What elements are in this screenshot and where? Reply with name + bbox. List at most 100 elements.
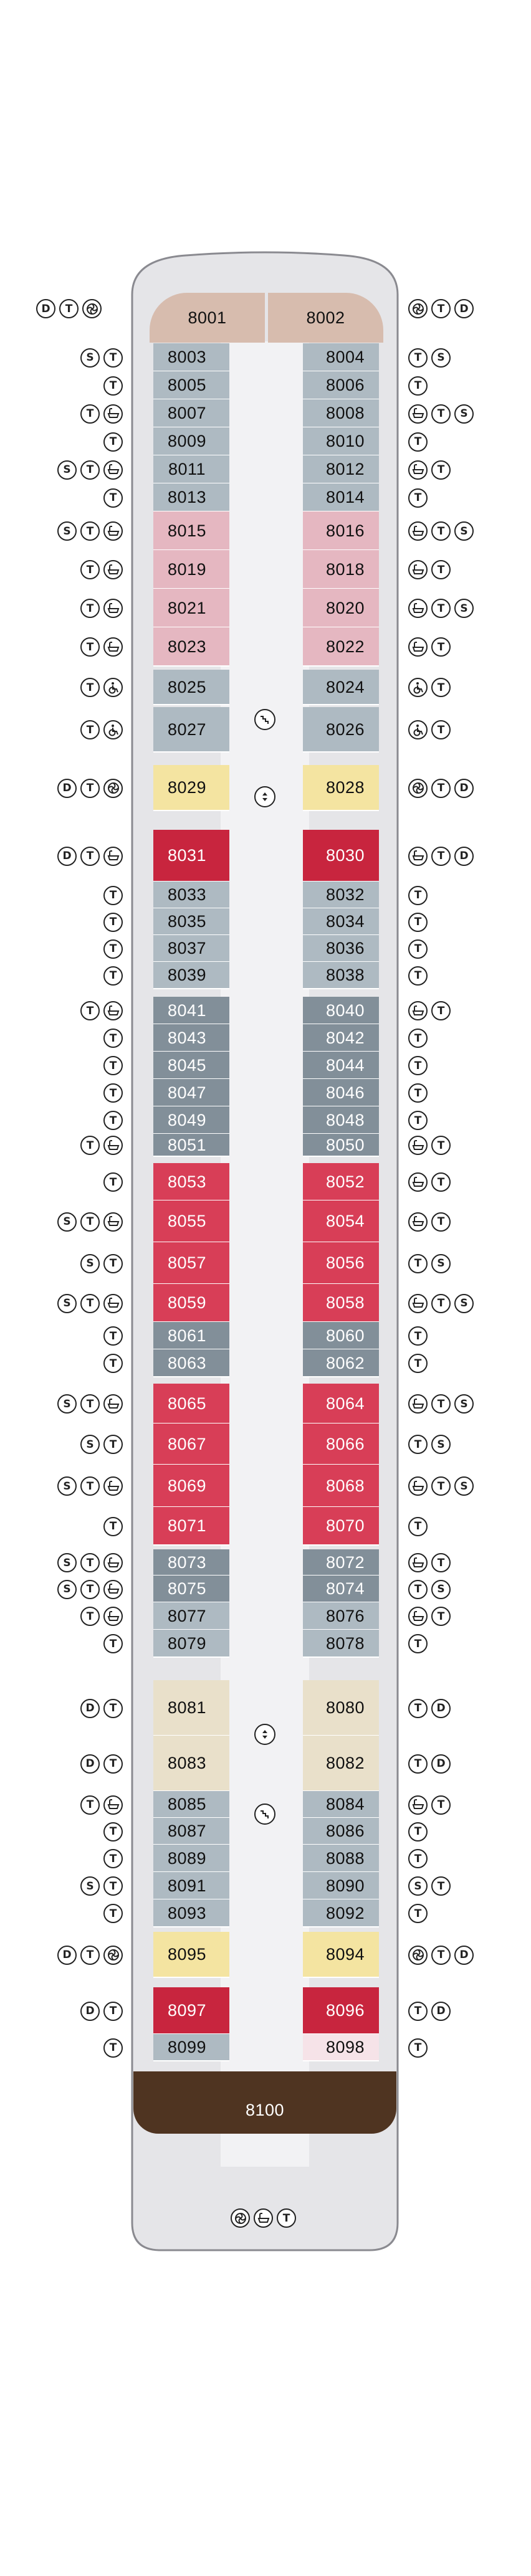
cabin-8074[interactable]: 8074 — [303, 1576, 379, 1602]
cabin-8089[interactable]: 8089 — [153, 1845, 229, 1872]
cabin-8055[interactable]: 8055 — [153, 1200, 229, 1242]
cabin-8012[interactable]: 8012 — [303, 455, 379, 483]
cabin-8051[interactable]: 8051 — [153, 1134, 229, 1156]
cabin-8047[interactable]: 8047 — [153, 1079, 229, 1106]
cabin-8023[interactable]: 8023 — [153, 627, 229, 666]
cabin-8083[interactable]: 8083 — [153, 1736, 229, 1791]
cabin-8077[interactable]: 8077 — [153, 1602, 229, 1630]
cabin-8091[interactable]: 8091 — [153, 1872, 229, 1899]
cabin-8070[interactable]: 8070 — [303, 1507, 379, 1545]
cabin-8094[interactable]: 8094 — [303, 1932, 379, 1977]
cabin-8060[interactable]: 8060 — [303, 1322, 379, 1349]
cabin-8006[interactable]: 8006 — [303, 371, 379, 399]
cabin-8098[interactable]: 8098 — [303, 2034, 379, 2061]
cabin-8062[interactable]: 8062 — [303, 1349, 379, 1377]
cabin-8021[interactable]: 8021 — [153, 589, 229, 627]
cabin-8059[interactable]: 8059 — [153, 1284, 229, 1322]
cabin-8037[interactable]: 8037 — [153, 935, 229, 962]
cabin-8039[interactable]: 8039 — [153, 962, 229, 989]
cabin-8054[interactable]: 8054 — [303, 1200, 379, 1242]
cabin-8099[interactable]: 8099 — [153, 2034, 229, 2061]
cabin-8048[interactable]: 8048 — [303, 1106, 379, 1134]
cabin-8020[interactable]: 8020 — [303, 589, 379, 627]
cabin-8026[interactable]: 8026 — [303, 707, 379, 752]
cabin-8097[interactable]: 8097 — [153, 1987, 229, 2034]
cabin-8036[interactable]: 8036 — [303, 935, 379, 962]
cabin-8007[interactable]: 8007 — [153, 399, 229, 427]
cabin-8040[interactable]: 8040 — [303, 997, 379, 1024]
cabin-8096[interactable]: 8096 — [303, 1987, 379, 2034]
cabin-8056[interactable]: 8056 — [303, 1242, 379, 1284]
cabin-8076[interactable]: 8076 — [303, 1602, 379, 1630]
cabin-8011[interactable]: 8011 — [153, 455, 229, 483]
cabin-8078[interactable]: 8078 — [303, 1630, 379, 1657]
cabin-8068[interactable]: 8068 — [303, 1465, 379, 1507]
cabin-8035[interactable]: 8035 — [153, 908, 229, 935]
cabin-8063[interactable]: 8063 — [153, 1349, 229, 1377]
cabin-8053[interactable]: 8053 — [153, 1163, 229, 1200]
cabin-8065[interactable]: 8065 — [153, 1384, 229, 1423]
cabin-8057[interactable]: 8057 — [153, 1242, 229, 1284]
cabin-8010[interactable]: 8010 — [303, 427, 379, 455]
cabin-8050[interactable]: 8050 — [303, 1134, 379, 1156]
cabin-8031[interactable]: 8031 — [153, 830, 229, 882]
cabin-8041[interactable]: 8041 — [153, 997, 229, 1024]
cabin-8052[interactable]: 8052 — [303, 1163, 379, 1200]
cabin-8013[interactable]: 8013 — [153, 483, 229, 511]
cabin-8075[interactable]: 8075 — [153, 1576, 229, 1602]
cabin-8030[interactable]: 8030 — [303, 830, 379, 882]
cabin-8015[interactable]: 8015 — [153, 511, 229, 550]
cabin-8005[interactable]: 8005 — [153, 371, 229, 399]
cabin-8028[interactable]: 8028 — [303, 765, 379, 810]
cabin-8019[interactable]: 8019 — [153, 550, 229, 589]
cabin-8061[interactable]: 8061 — [153, 1322, 229, 1349]
cabin-8066[interactable]: 8066 — [303, 1423, 379, 1465]
cabin-8073[interactable]: 8073 — [153, 1549, 229, 1576]
cabin-8004[interactable]: 8004 — [303, 343, 379, 371]
cabin-number: 8084 — [325, 1795, 365, 1813]
cabin-8095[interactable]: 8095 — [153, 1932, 229, 1977]
cabin-8043[interactable]: 8043 — [153, 1024, 229, 1052]
cabin-8100[interactable]: 8100 — [133, 2071, 396, 2134]
cabin-8084[interactable]: 8084 — [303, 1791, 379, 1818]
cabin-8024[interactable]: 8024 — [303, 670, 379, 705]
cabin-8087[interactable]: 8087 — [153, 1818, 229, 1845]
cabin-8045[interactable]: 8045 — [153, 1052, 229, 1079]
cabin-8085[interactable]: 8085 — [153, 1791, 229, 1818]
cabin-8064[interactable]: 8064 — [303, 1384, 379, 1423]
cabin-8001[interactable]: 8001 — [150, 293, 265, 343]
cabin-8003[interactable]: 8003 — [153, 343, 229, 371]
cabin-8072[interactable]: 8072 — [303, 1549, 379, 1576]
cabin-8009[interactable]: 8009 — [153, 427, 229, 455]
cabin-8086[interactable]: 8086 — [303, 1818, 379, 1845]
cabin-8079[interactable]: 8079 — [153, 1630, 229, 1657]
cabin-8081[interactable]: 8081 — [153, 1680, 229, 1736]
cabin-8042[interactable]: 8042 — [303, 1024, 379, 1052]
cabin-8027[interactable]: 8027 — [153, 707, 229, 752]
cabin-8058[interactable]: 8058 — [303, 1284, 379, 1322]
cabin-8025[interactable]: 8025 — [153, 670, 229, 705]
cabin-8002[interactable]: 8002 — [268, 293, 383, 343]
cabin-8088[interactable]: 8088 — [303, 1845, 379, 1872]
cabin-8082[interactable]: 8082 — [303, 1736, 379, 1791]
cabin-8008[interactable]: 8008 — [303, 399, 379, 427]
cabin-8022[interactable]: 8022 — [303, 627, 379, 666]
cabin-8014[interactable]: 8014 — [303, 483, 379, 511]
cabin-8038[interactable]: 8038 — [303, 962, 379, 989]
cabin-8093[interactable]: 8093 — [153, 1899, 229, 1927]
cabin-8067[interactable]: 8067 — [153, 1423, 229, 1465]
cabin-8071[interactable]: 8071 — [153, 1507, 229, 1545]
cabin-8046[interactable]: 8046 — [303, 1079, 379, 1106]
cabin-8034[interactable]: 8034 — [303, 908, 379, 935]
cabin-8092[interactable]: 8092 — [303, 1899, 379, 1927]
cabin-8029[interactable]: 8029 — [153, 765, 229, 810]
cabin-8080[interactable]: 8080 — [303, 1680, 379, 1736]
cabin-8032[interactable]: 8032 — [303, 882, 379, 908]
cabin-8044[interactable]: 8044 — [303, 1052, 379, 1079]
cabin-8049[interactable]: 8049 — [153, 1106, 229, 1134]
cabin-8018[interactable]: 8018 — [303, 550, 379, 589]
cabin-8016[interactable]: 8016 — [303, 511, 379, 550]
cabin-8033[interactable]: 8033 — [153, 882, 229, 908]
cabin-8069[interactable]: 8069 — [153, 1465, 229, 1507]
cabin-8090[interactable]: 8090 — [303, 1872, 379, 1899]
